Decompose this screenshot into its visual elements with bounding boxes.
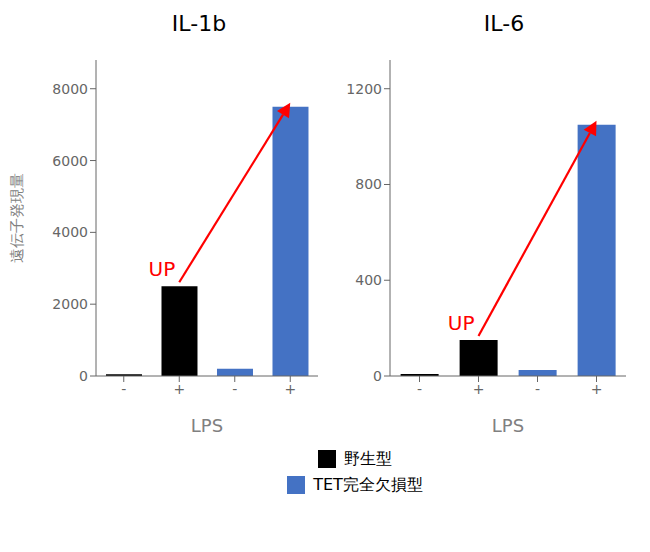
svg-text:-: - (121, 381, 126, 397)
svg-text:4000: 4000 (52, 224, 88, 240)
svg-text:400: 400 (355, 272, 382, 288)
svg-text:-: - (535, 381, 540, 397)
svg-text:-: - (232, 381, 237, 397)
svg-text:-: - (417, 381, 422, 397)
svg-text:+: + (173, 381, 185, 397)
html-text:IL-1b: IL-1b (171, 11, 227, 36)
svg-text:8000: 8000 (52, 81, 88, 97)
html-text:TET完全欠損型: TET完全欠損型 (313, 474, 423, 494)
svg-text:2000: 2000 (52, 296, 88, 312)
html-text:野生型: 野生型 (344, 448, 392, 468)
svg-text:+: + (473, 381, 485, 397)
svg-text:LPS: LPS (191, 415, 223, 436)
svg-text:遠伝子発現量: 遠伝子発現量 (8, 173, 26, 263)
svg-text:+: + (591, 381, 603, 397)
svg-text:0: 0 (79, 368, 88, 384)
svg-text:UP: UP (448, 311, 475, 335)
html-text:IL-6: IL-6 (483, 11, 525, 36)
svg-text:1200: 1200 (346, 81, 382, 97)
svg-text:6000: 6000 (52, 153, 88, 169)
svg-text:UP: UP (149, 257, 176, 281)
svg-text:800: 800 (355, 176, 382, 192)
svg-text:+: + (284, 381, 296, 397)
svg-text:LPS: LPS (492, 415, 524, 436)
svg-text:0: 0 (373, 368, 382, 384)
